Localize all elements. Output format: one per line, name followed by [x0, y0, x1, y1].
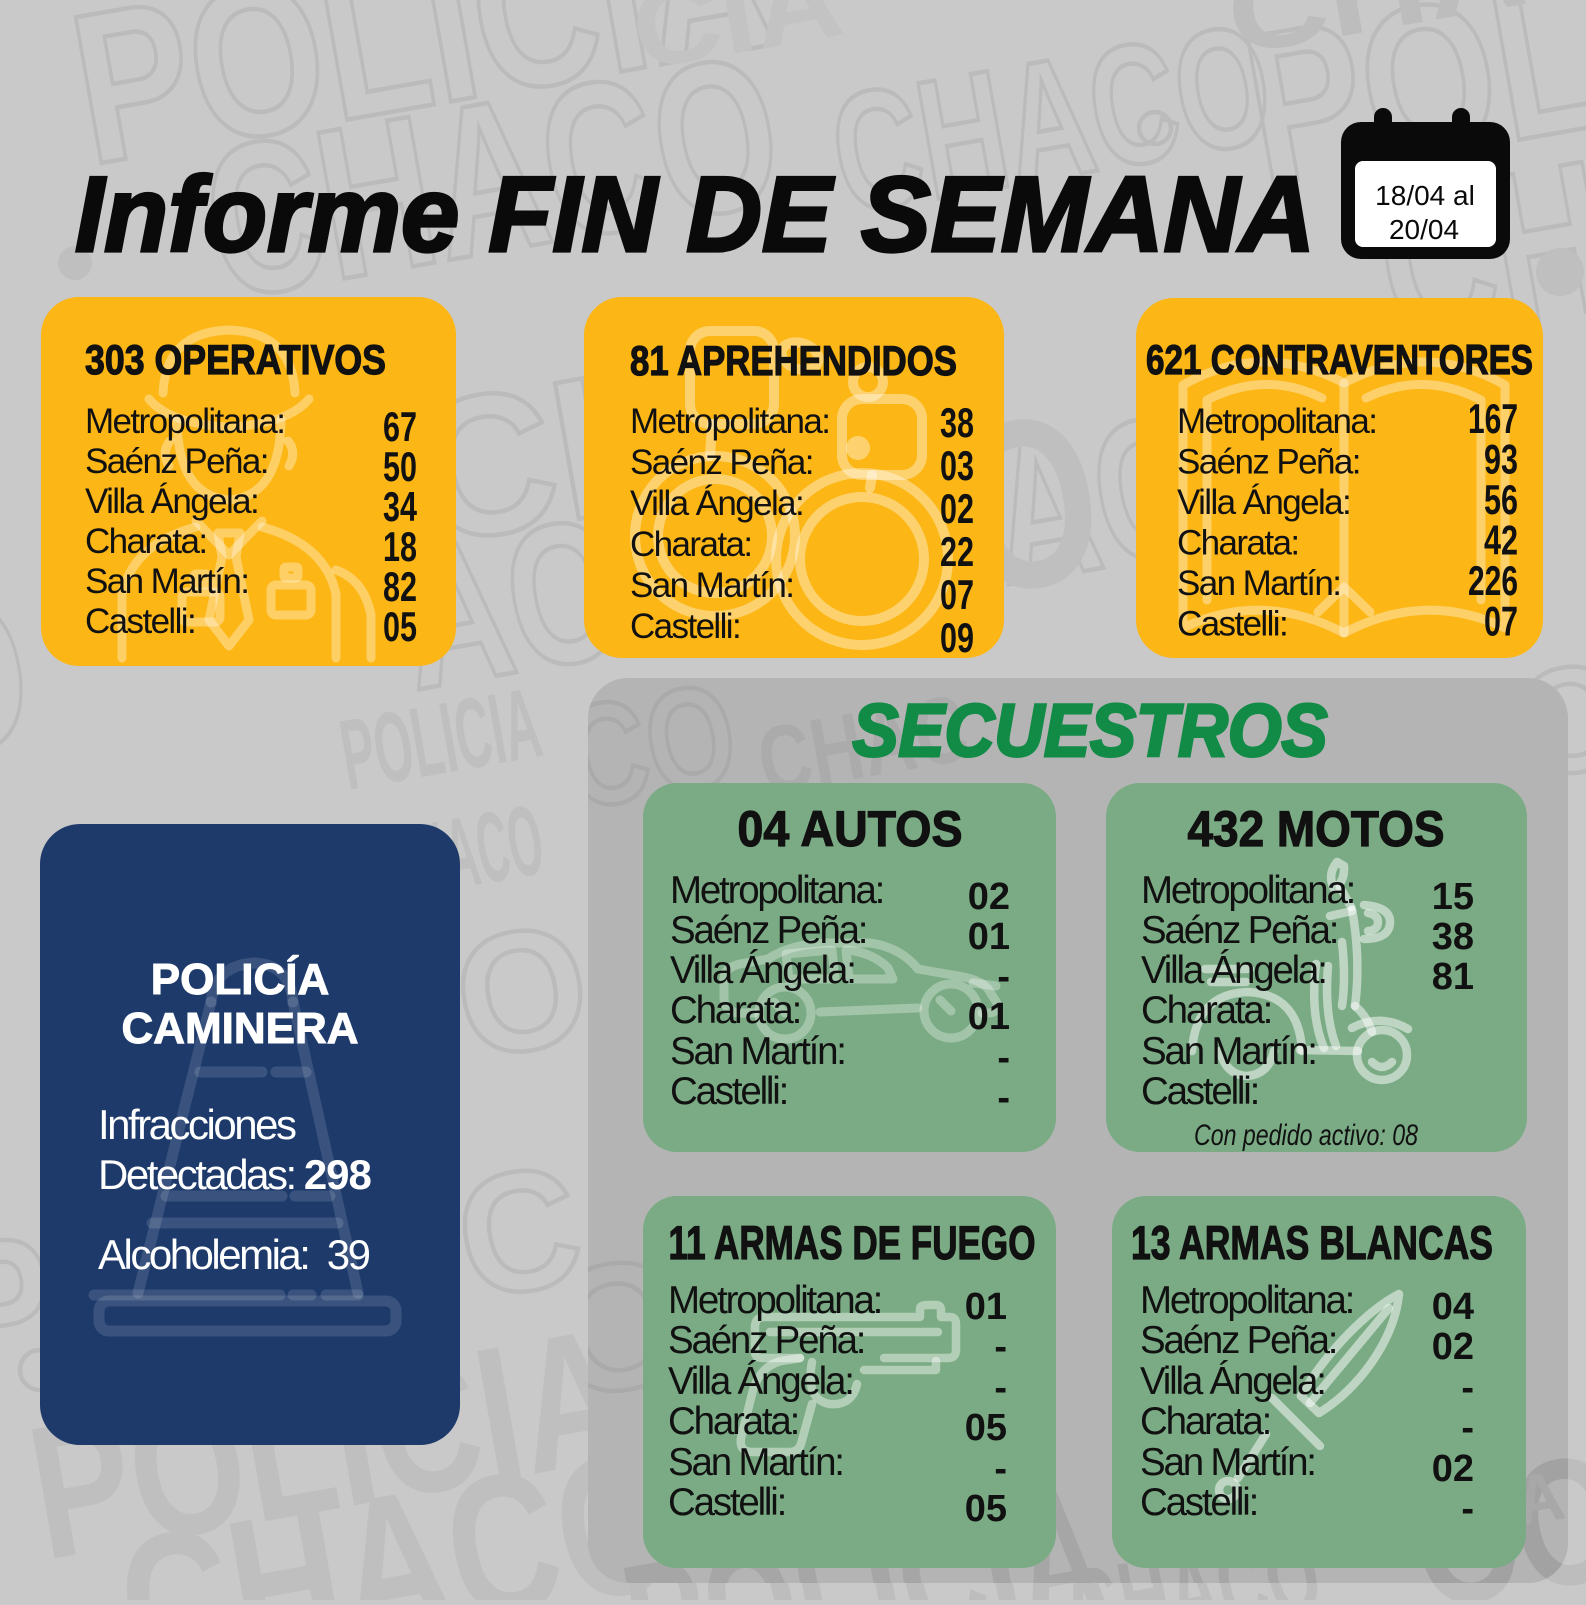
svg-text:Castelli:: Castelli: [1141, 1070, 1258, 1113]
svg-text:San Martín:: San Martín: [1140, 1441, 1315, 1484]
svg-text:226: 226 [1468, 557, 1518, 604]
svg-text:621 CONTRAVENTORES: 621 CONTRAVENTORES [1146, 336, 1533, 383]
svg-text:01: 01 [968, 996, 1010, 1038]
svg-text:Castelli:: Castelli: [1177, 605, 1287, 644]
svg-text:01: 01 [965, 1286, 1007, 1328]
svg-text:34: 34 [383, 483, 417, 530]
svg-text:02: 02 [1432, 1326, 1474, 1368]
svg-text:Metropolitana:: Metropolitana: [630, 402, 829, 441]
svg-text:Informe FIN DE SEMANA: Informe FIN DE SEMANA [75, 154, 1315, 274]
svg-text:Saénz Peña:: Saénz Peña: [1141, 909, 1337, 952]
svg-text:38: 38 [940, 399, 974, 446]
svg-text:Villa Ángela:: Villa Ángela: [630, 484, 803, 523]
svg-text:50: 50 [383, 443, 417, 490]
svg-text:38: 38 [1432, 916, 1474, 958]
svg-text:18/04 al: 18/04 al [1375, 180, 1475, 211]
svg-text:82: 82 [383, 563, 417, 610]
svg-text:01: 01 [968, 916, 1010, 958]
svg-text:San Martín:: San Martín: [85, 562, 248, 601]
svg-text:-: - [994, 1448, 1007, 1490]
svg-text:07: 07 [1484, 598, 1518, 645]
svg-text:13 ARMAS BLANCAS: 13 ARMAS BLANCAS [1131, 1216, 1493, 1269]
svg-text:22: 22 [940, 528, 974, 575]
svg-text:Metropolitana:: Metropolitana: [1177, 402, 1376, 441]
svg-text:Saénz Peña:: Saénz Peña: [670, 909, 866, 952]
svg-text:Castelli:: Castelli: [668, 1481, 785, 1524]
svg-text:Charata:: Charata: [1140, 1400, 1270, 1443]
svg-text:432 MOTOS: 432 MOTOS [1188, 801, 1445, 857]
svg-text:-: - [1461, 1407, 1474, 1449]
svg-text:Villa Ángela:: Villa Ángela: [85, 482, 258, 521]
svg-text:-: - [997, 956, 1010, 998]
svg-text:15: 15 [1432, 876, 1474, 918]
svg-text:02: 02 [1432, 1448, 1474, 1490]
svg-text:Villa Ángela:: Villa Ángela: [670, 949, 855, 992]
svg-text:San Martín:: San Martín: [630, 566, 793, 605]
svg-text:-: - [994, 1326, 1007, 1368]
svg-text:-: - [1461, 1488, 1474, 1530]
svg-text:02: 02 [968, 876, 1010, 918]
svg-text:San Martín:: San Martín: [1141, 1030, 1316, 1073]
svg-text:167: 167 [1468, 395, 1518, 442]
svg-text:Metropolitana:: Metropolitana: [1140, 1279, 1353, 1322]
svg-text:Saénz Peña:: Saénz Peña: [1140, 1319, 1336, 1362]
svg-text:Metropolitana:: Metropolitana: [670, 869, 883, 912]
svg-text:San Martín:: San Martín: [1177, 564, 1340, 603]
svg-text:Saénz Peña:: Saénz Peña: [668, 1319, 864, 1362]
svg-text:Saénz Peña:: Saénz Peña: [85, 442, 268, 481]
svg-text:-: - [997, 1077, 1010, 1119]
svg-text:Metropolitana:: Metropolitana: [85, 402, 284, 441]
svg-text:56: 56 [1484, 476, 1518, 523]
svg-text:04 AUTOS: 04 AUTOS [738, 801, 963, 857]
svg-text:SECUESTROS: SECUESTROS [853, 689, 1328, 772]
svg-text:02: 02 [940, 485, 974, 532]
svg-text:Charata:: Charata: [85, 522, 206, 561]
svg-text:Metropolitana:: Metropolitana: [668, 1279, 881, 1322]
svg-text:Charata:: Charata: [630, 525, 751, 564]
svg-text:81 APREHENDIDOS: 81 APREHENDIDOS [630, 337, 957, 384]
svg-text:Infracciones: Infracciones [98, 1101, 296, 1148]
svg-text:04: 04 [1432, 1286, 1474, 1328]
svg-text:Charata:: Charata: [1141, 989, 1271, 1032]
svg-text:San Martín:: San Martín: [670, 1030, 845, 1073]
svg-text:Charata:: Charata: [668, 1400, 798, 1443]
svg-text:Castelli:: Castelli: [630, 607, 740, 646]
svg-text:07: 07 [940, 571, 974, 618]
svg-text:Charata:: Charata: [670, 989, 800, 1032]
svg-text:Villa Ángela:: Villa Ángela: [1140, 1360, 1325, 1403]
svg-text:Castelli:: Castelli: [670, 1070, 787, 1113]
svg-text:11 ARMAS DE FUEGO: 11 ARMAS DE FUEGO [669, 1216, 1036, 1269]
svg-text:81: 81 [1432, 956, 1474, 998]
svg-text:67: 67 [383, 403, 417, 450]
svg-text:CAMINERA: CAMINERA [121, 1004, 358, 1053]
svg-text:09: 09 [940, 614, 974, 661]
svg-text:Villa Ángela:: Villa Ángela: [1177, 483, 1350, 522]
svg-text:-: - [994, 1367, 1007, 1409]
svg-text:05: 05 [965, 1407, 1007, 1449]
svg-text:Castelli:: Castelli: [85, 602, 195, 641]
svg-text:Castelli:: Castelli: [1140, 1481, 1257, 1524]
svg-text:20/04: 20/04 [1389, 214, 1459, 245]
svg-text:42: 42 [1484, 517, 1518, 564]
svg-text:San Martín:: San Martín: [668, 1441, 843, 1484]
svg-text:-: - [1461, 1367, 1474, 1409]
svg-text:Charata:: Charata: [1177, 524, 1298, 563]
svg-text:POLICÍA: POLICÍA [151, 954, 329, 1004]
svg-text:Saénz Peña:: Saénz Peña: [1177, 443, 1360, 482]
svg-text:05: 05 [383, 603, 417, 650]
svg-text:Con pedido activo: 08: Con pedido activo: 08 [1194, 1119, 1418, 1152]
svg-text:Saénz Peña:: Saénz Peña: [630, 443, 813, 482]
svg-text:303 OPERATIVOS: 303 OPERATIVOS [85, 336, 386, 383]
svg-text:Metropolitana:: Metropolitana: [1141, 869, 1354, 912]
svg-text:Villa Ángela:: Villa Ángela: [668, 1360, 853, 1403]
svg-text:03: 03 [940, 442, 974, 489]
svg-text:18: 18 [383, 523, 417, 570]
svg-text:Alcoholemia: 39: Alcoholemia: 39 [98, 1231, 370, 1278]
svg-text:05: 05 [965, 1488, 1007, 1530]
svg-text:93: 93 [1484, 436, 1518, 483]
svg-text:-: - [997, 1037, 1010, 1079]
svg-text:Villa Ángela:: Villa Ángela: [1141, 949, 1326, 992]
svg-text:Detectadas: 298: Detectadas: 298 [98, 1151, 372, 1198]
